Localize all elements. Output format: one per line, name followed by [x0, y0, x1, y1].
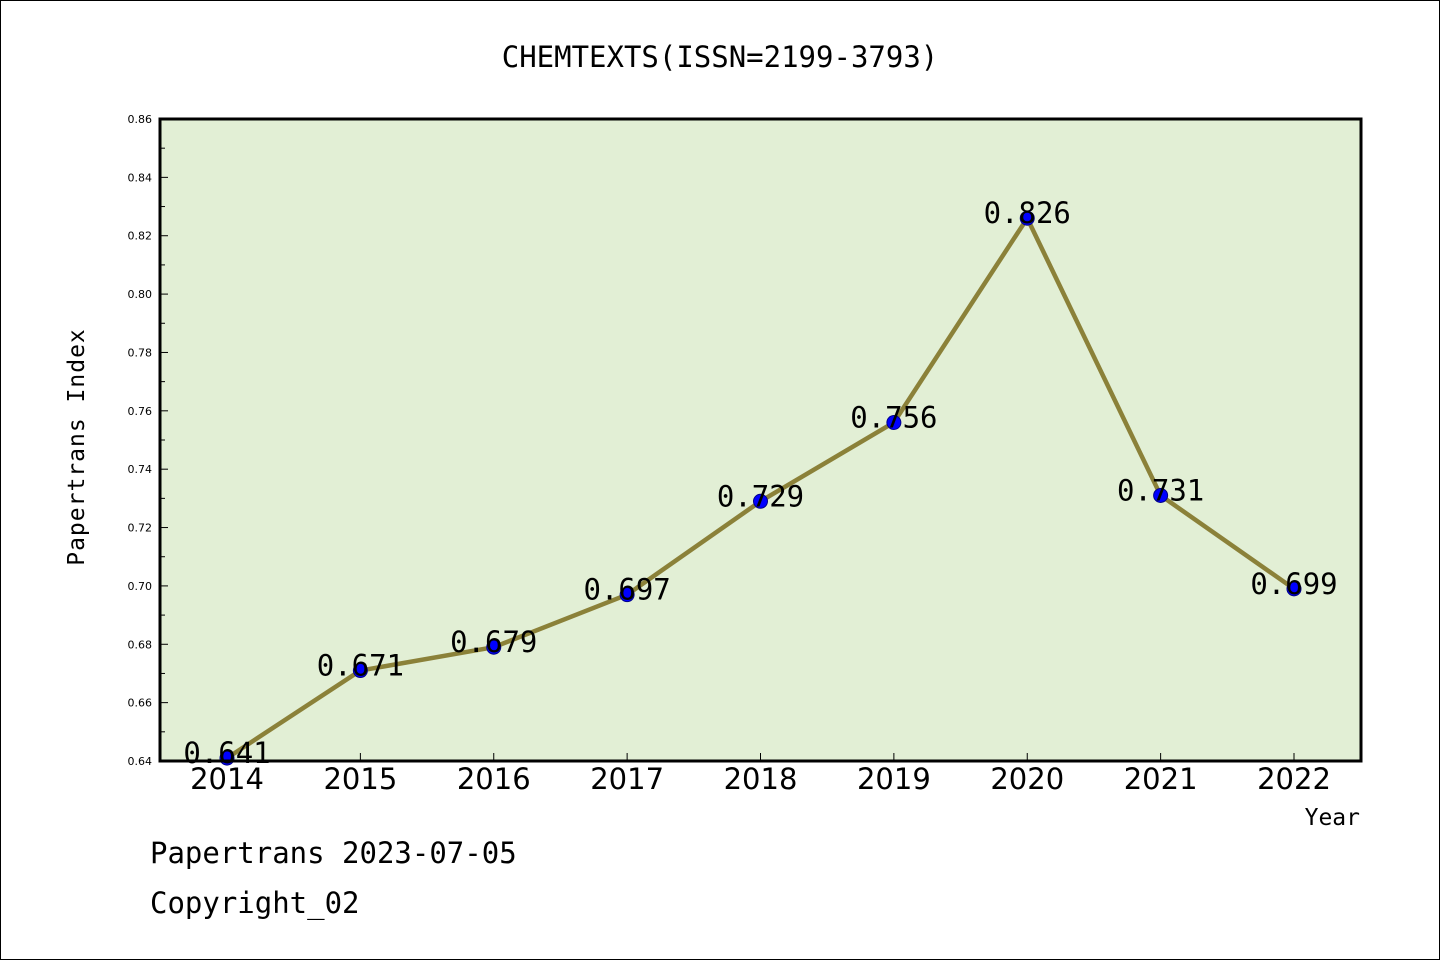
x-tick-label: 2020 [990, 762, 1064, 796]
data-point [1019, 210, 1035, 226]
plot-border [158, 117, 1363, 763]
data-labels: 0.641 0.671 0.679 0.697 0.729 0.756 0.826 0.731… [183, 196, 1337, 770]
data-label: 0.697 [583, 573, 670, 607]
data-point [1286, 581, 1302, 597]
x-tick-label: 2016 [457, 762, 531, 796]
data-label: 0.679 [450, 625, 537, 659]
data-label: 0.756 [850, 400, 937, 434]
chart-title: CHEMTEXTS(ISSN=2199-3793) [502, 40, 939, 74]
plot-area [160, 119, 1361, 761]
data-label: 0.731 [1117, 473, 1204, 507]
data-point [352, 663, 368, 679]
footer-copyright: Copyright_02 [150, 886, 360, 920]
data-point [753, 493, 768, 509]
y-tick-label: 0.66 [128, 697, 153, 710]
y-tick-label: 0.76 [128, 405, 153, 418]
y-tick-label: 0.74 [128, 463, 153, 476]
data-label: 0.826 [984, 196, 1071, 230]
x-tick-label: 2017 [590, 762, 664, 796]
data-label: 0.699 [1250, 567, 1337, 601]
data-point [486, 639, 502, 655]
y-tick-label: 0.68 [128, 638, 153, 651]
data-points [219, 210, 1302, 766]
y-tick-label: 0.64 [128, 755, 153, 768]
x-axis: 2014 2015 2016 2017 2018 2019 2020 2021 2022 [190, 753, 1331, 796]
x-tick-label: 2019 [857, 762, 931, 796]
y-tick-label: 0.70 [128, 580, 153, 593]
y-tick-label: 0.80 [128, 288, 153, 301]
data-point [1153, 487, 1169, 503]
footer-date: Papertrans 2023-07-05 [150, 836, 517, 870]
y-tick-label: 0.86 [128, 113, 153, 126]
data-point [886, 414, 902, 430]
y-tick-label: 0.72 [128, 522, 153, 535]
y-tick-label: 0.78 [128, 346, 153, 359]
x-tick-label: 2018 [724, 762, 798, 796]
y-tick-label: 0.84 [128, 171, 153, 184]
x-tick-label: 2022 [1257, 762, 1331, 796]
y-axis: 0.64 0.66 0.68 0.70 0.72 0.74 0.76 0.78 0.80 0.82… [128, 113, 168, 768]
data-label: 0.641 [183, 736, 270, 770]
x-tick-label: 2015 [323, 762, 397, 796]
data-point [619, 587, 635, 603]
data-label: 0.729 [717, 479, 804, 513]
x-tick-label: 2014 [190, 762, 264, 796]
x-axis-label: Year [1305, 805, 1360, 831]
y-axis-label: Papertrans Index [64, 328, 90, 566]
y-tick-label: 0.82 [128, 230, 153, 243]
data-label: 0.671 [317, 649, 404, 683]
x-tick-label: 2021 [1124, 762, 1198, 796]
